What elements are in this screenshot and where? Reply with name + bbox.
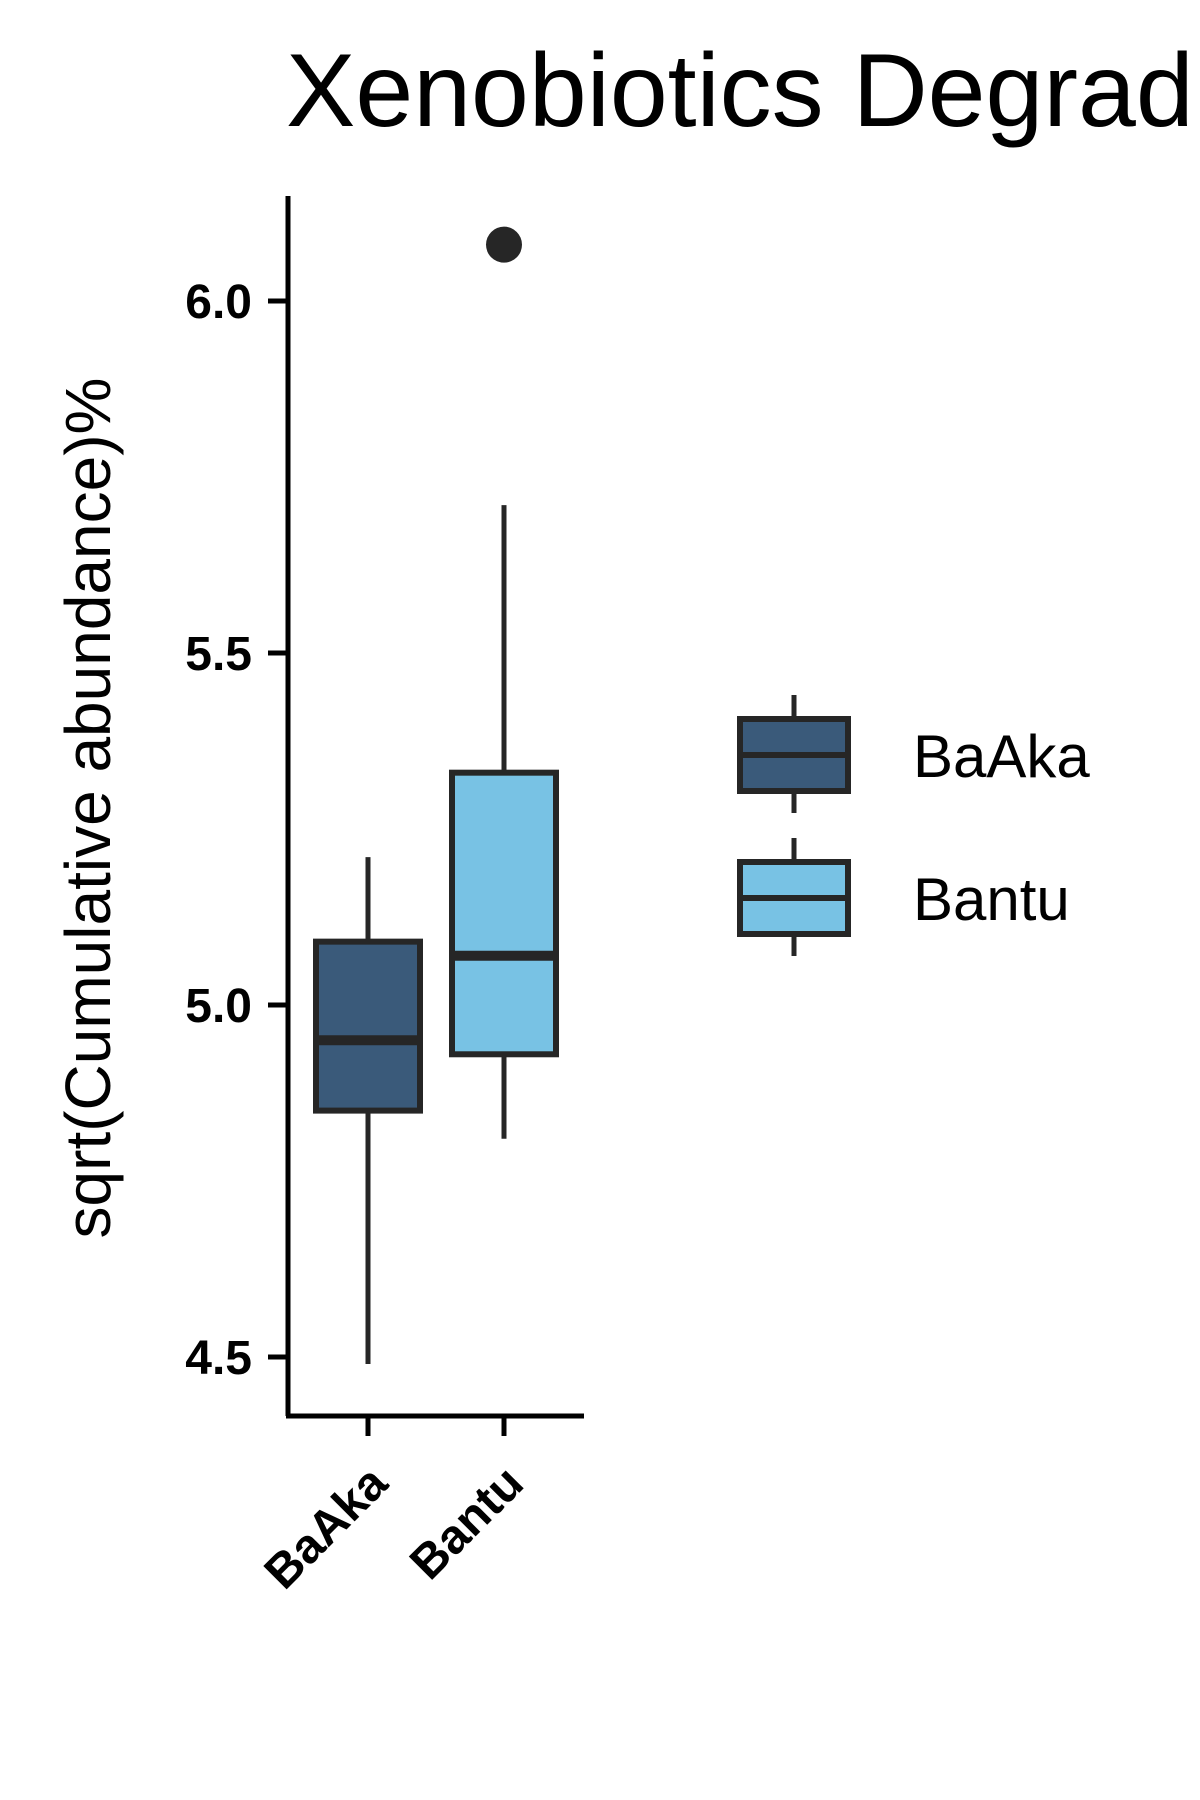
x-tick-label: BaAka [255,1456,398,1599]
x-tick-label: Bantu [400,1456,534,1590]
legend: BaAka Bantu [737,695,1090,956]
box-bantu [449,226,559,1139]
legend-label: BaAka [913,723,1090,790]
legend-item-baaka: BaAka [737,695,1090,813]
box-baaka [313,857,423,1365]
box-iqr [449,769,559,1058]
legend-label: Bantu [913,866,1070,933]
y-tick-label: 4.5 [185,1332,252,1385]
outlier-point [486,226,522,263]
y-axis-label: sqrt(Cumulative abundance)% [52,378,124,1239]
y-tick-label: 6.0 [185,276,252,329]
chart-title: Xenobiotics Degrad [286,33,1194,149]
y-tick-label: 5.0 [185,980,252,1033]
y-axis-ticks: 4.5 5.0 5.5 6.0 [185,276,288,1385]
y-tick-label: 5.5 [185,628,252,681]
box-iqr [313,938,423,1114]
legend-item-bantu: Bantu [737,838,1070,956]
boxplot-boxes [313,226,559,1365]
x-axis-ticks: BaAka Bantu [255,1416,534,1599]
